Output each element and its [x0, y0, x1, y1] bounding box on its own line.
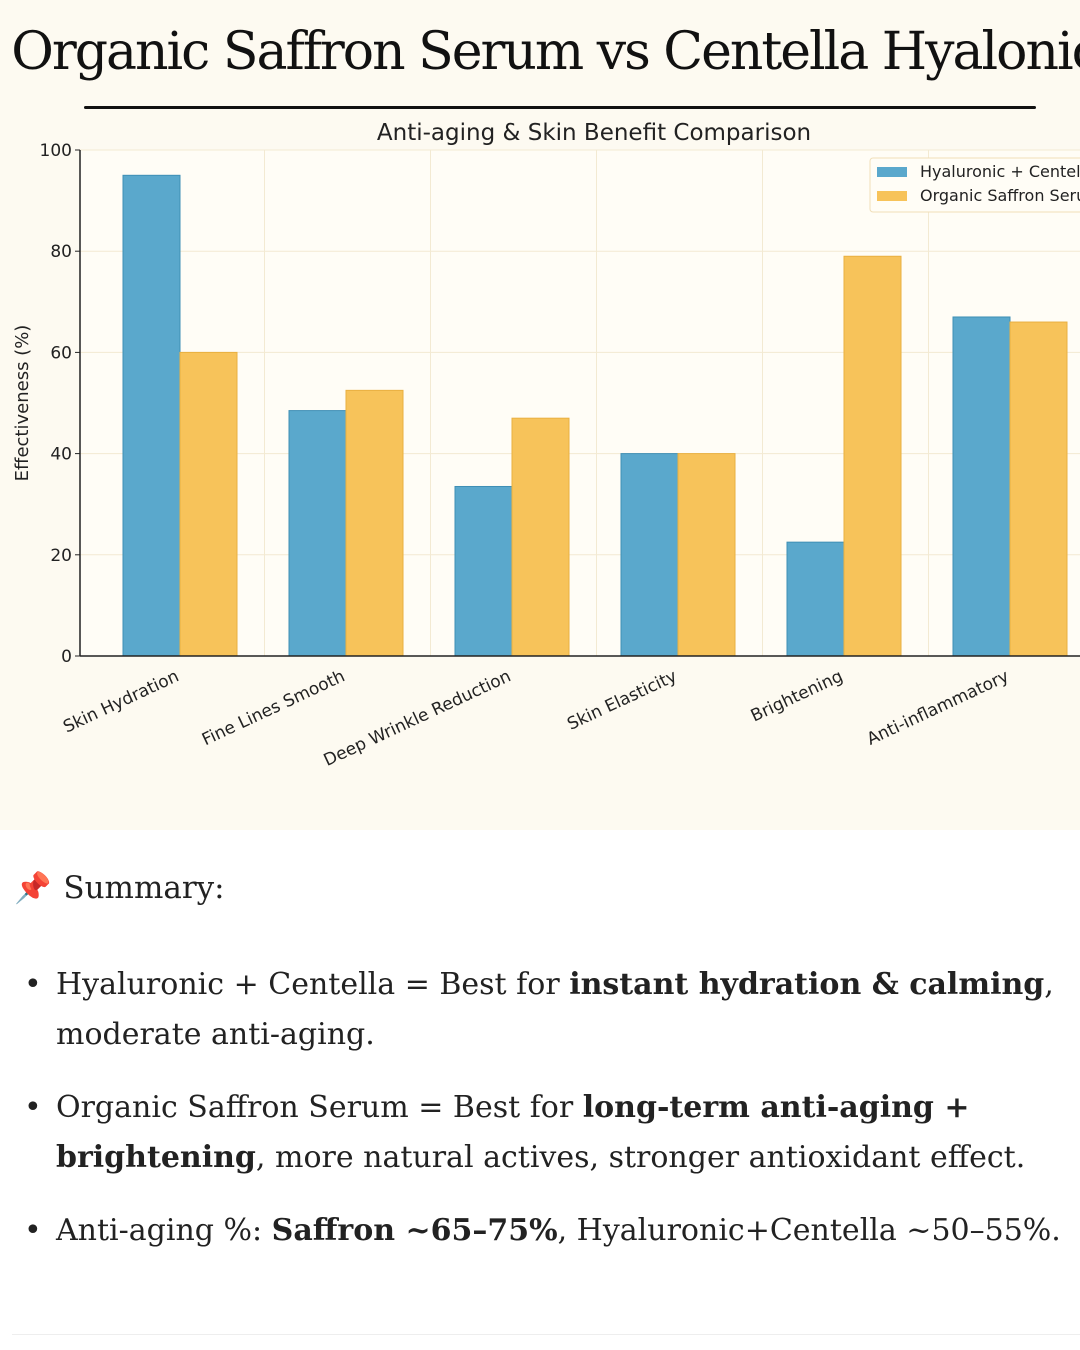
page-title: Organic Saffron Serum vs Centella Hyalon…	[11, 22, 1080, 82]
chart-panel: Organic Saffron Serum vs Centella Hyalon…	[0, 0, 1080, 830]
summary-title: Summary:	[63, 870, 225, 906]
y-axis-label: Effectiveness (%)	[12, 325, 33, 482]
x-tick-label: Skin Hydration	[60, 666, 182, 737]
bar-hyaluronic	[288, 410, 347, 657]
summary-bullet: Hyaluronic + Centella = Best for instant…	[24, 960, 1064, 1060]
legend	[869, 157, 1080, 213]
summary-list: Hyaluronic + Centella = Best for instant…	[24, 960, 1064, 1279]
legend-swatch	[877, 167, 907, 177]
y-tick-label: 20	[50, 546, 72, 566]
bold-text: Saffron ~65–75%	[271, 1213, 558, 1248]
text: , more natural actives, stronger antioxi…	[255, 1140, 1026, 1175]
y-tick-label: 0	[61, 647, 72, 667]
bar-hyaluronic	[122, 174, 181, 657]
text: Anti-aging %:	[56, 1213, 272, 1248]
bold-text: long-term anti-aging + brightening	[56, 1090, 970, 1175]
bar-hyaluronic	[454, 485, 513, 657]
bar-saffron	[179, 351, 238, 657]
bar-saffron	[511, 417, 570, 657]
x-tick-label: Fine Lines Smooth	[199, 666, 348, 750]
y-tick-label: 100	[40, 141, 72, 161]
bar-saffron	[1009, 321, 1068, 657]
y-tick-label: 80	[50, 242, 72, 262]
bar-saffron	[345, 389, 404, 657]
plot-area	[80, 150, 1080, 656]
summary-section: 📌 Summary: Hyaluronic + Centella = Best f…	[0, 830, 1080, 1350]
bar-saffron	[677, 453, 736, 657]
summary-bullet: Anti-aging %: Saffron ~65–75%, Hyaluroni…	[24, 1206, 1064, 1256]
legend-label: Hyaluronic + Centel	[920, 162, 1080, 181]
summary-bullet: Organic Saffron Serum = Best for long-te…	[24, 1083, 1064, 1183]
summary-heading: 📌 Summary:	[14, 870, 225, 906]
divider	[12, 1334, 1080, 1335]
bar-hyaluronic	[952, 316, 1011, 657]
text: , moderate anti-aging.	[56, 967, 1054, 1052]
x-tick-label: Deep Wrinkle Reduction	[321, 666, 514, 770]
bar-hyaluronic	[786, 541, 845, 657]
title-underline	[84, 106, 1036, 109]
bar-saffron	[843, 255, 902, 657]
chart-title: Anti-aging & Skin Benefit Comparison	[377, 120, 811, 146]
y-tick-label: 40	[50, 445, 72, 465]
bold-text: instant hydration & calming	[569, 967, 1045, 1002]
text: , Hyaluronic+Centella ~50–55%.	[557, 1213, 1061, 1248]
text: Organic Saffron Serum = Best for	[56, 1090, 583, 1125]
legend-swatch	[877, 191, 907, 201]
text: Hyaluronic + Centella = Best for	[56, 967, 570, 1002]
x-tick-label: Brightening	[748, 666, 846, 726]
y-tick-label: 60	[50, 343, 72, 363]
x-tick-label: Anti-inflammatory	[864, 666, 1012, 749]
x-tick-label: Skin Elasticity	[564, 666, 680, 734]
bar-hyaluronic	[620, 453, 679, 657]
bar-chart: 0 20 40 60 80 100 Skin Hydration Fine Lines Smo…	[12, 120, 1080, 771]
pushpin-icon: 📌	[14, 871, 52, 906]
legend-label: Organic Saffron Seru	[920, 186, 1080, 205]
